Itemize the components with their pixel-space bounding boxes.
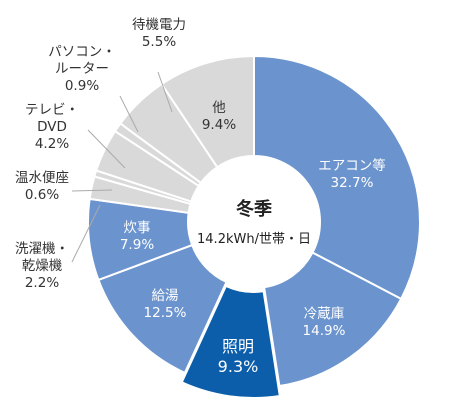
slice-label-温水便座: 温水便座 0.6% [15,170,69,203]
slice-name: ルーター [55,61,109,77]
slice-value: 4.2% [35,136,69,152]
slice-label-照明: 照明 9.3% [218,337,259,376]
slice-label-テレビ-DVD: テレビ・ DVD 4.2% [25,102,79,152]
slice-value: 9.4% [202,117,236,133]
slice-name: パソコン・ [48,44,116,60]
slice-value: 5.5% [142,34,176,50]
donut-hole [188,156,320,288]
slice-name: 待機電力 [132,17,186,33]
slice-label-他: 他 9.4% [202,100,236,133]
slice-name: 給湯 [152,287,179,304]
center-title: 冬季 [236,198,272,220]
leader-line-温水便座 [71,189,113,192]
slice-label-冷蔵庫: 冷蔵庫 14.9% [303,306,346,339]
slice-name: 照明 [222,337,254,356]
slice-照明 [180,284,281,399]
slice-name: 他 [212,100,226,116]
slice-name: 冷蔵庫 [304,306,345,322]
slice-value: 32.7% [331,175,374,191]
slice-name: 洗濯機・ [15,241,69,257]
slice-value: 7.9% [120,237,154,253]
slice-label-炊事: 炊事 7.9% [120,220,154,253]
slice-label-パソコン-ルーター: パソコン・ルーター 0.9% [48,44,116,94]
slice-name: 炊事 [124,220,151,236]
leader-line-待機電力 [157,71,173,113]
leader-line-テレビ-DVD [87,129,126,169]
leader-line-洗濯機-乾燥機 [71,204,101,263]
slices-group [87,54,421,399]
slice-label-給湯: 給湯 12.5% [144,287,187,321]
labels-group: エアコン等 32.7% 冷蔵庫 14.9% 照明 9.3% 給湯 12.5% 炊事 7.9% 洗濯機… [15,17,386,376]
leader-line-パソコン-ルーター [119,95,139,133]
slice-value: 0.6% [25,187,59,203]
slice-label-エアコン等: エアコン等 32.7% [318,157,386,191]
center-subtitle: 14.2kWh/世帯・日 [197,232,311,247]
slice-name: DVD [37,119,67,135]
slice-name: 乾燥機 [22,258,63,274]
slice-name: エアコン等 [318,157,386,174]
slice-label-洗濯機-乾燥機: 洗濯機・乾燥機 2.2% [15,241,69,291]
slice-value: 12.5% [144,305,187,321]
slice-value: 9.3% [218,357,259,376]
slice-value: 0.9% [65,78,99,94]
slice-name: テレビ・ [25,102,79,118]
leader-lines-group [71,71,173,263]
slice-name: 温水便座 [15,170,69,186]
slice-label-待機電力: 待機電力 5.5% [132,17,186,50]
slice-value: 14.9% [303,323,346,339]
slice-value: 2.2% [25,275,59,291]
